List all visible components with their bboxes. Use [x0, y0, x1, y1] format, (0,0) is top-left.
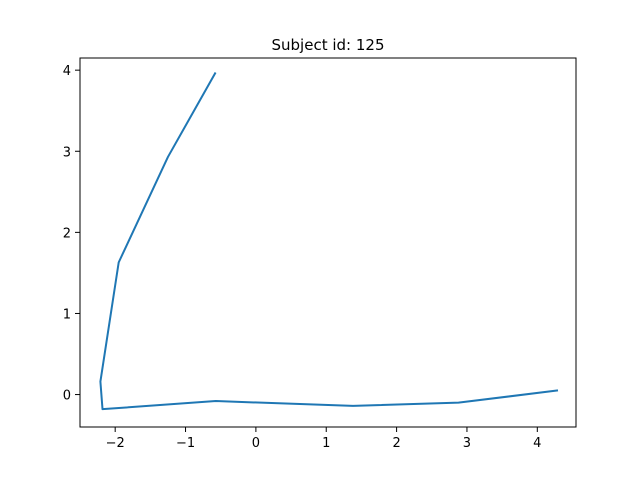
x-tick-label: −1	[176, 436, 195, 451]
x-tick-label: 2	[392, 436, 400, 451]
x-tick-label: −2	[106, 436, 125, 451]
y-axis: 0 1 2 3 4	[63, 64, 80, 404]
x-tick-label: 3	[463, 436, 471, 451]
y-tick-label: 2	[63, 226, 71, 241]
y-tick-label: 3	[63, 145, 71, 160]
y-tick-label: 4	[63, 64, 71, 79]
x-axis: −2 −1 0 1 2 3 4	[106, 427, 541, 451]
series-layer	[99, 72, 559, 411]
x-tick-label: 4	[533, 436, 541, 451]
y-tick-label: 0	[63, 389, 71, 404]
plot-frame	[79, 57, 577, 428]
chart-title: Subject id: 125	[272, 36, 385, 54]
plot-area	[80, 58, 576, 427]
series-line-1	[99, 72, 559, 411]
x-tick-label: 1	[322, 436, 330, 451]
y-tick-label: 1	[63, 307, 71, 322]
x-tick-label: 0	[252, 436, 260, 451]
